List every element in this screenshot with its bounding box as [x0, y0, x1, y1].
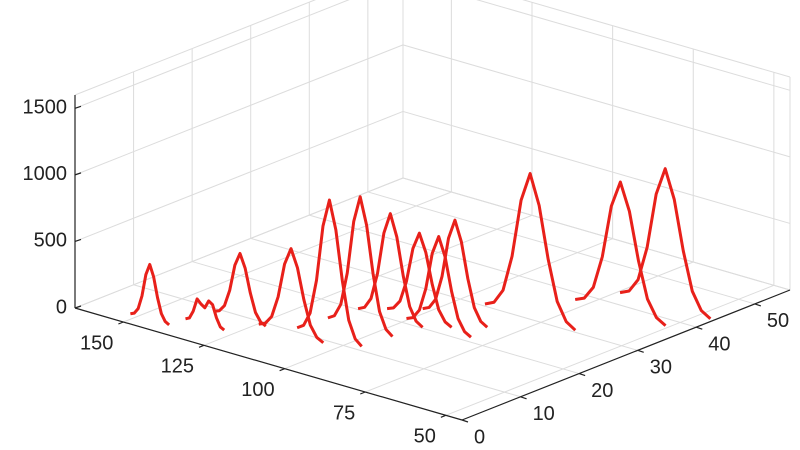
x-tick-label: 20 — [591, 380, 613, 402]
fit-trace — [386, 231, 453, 329]
fit-trace — [357, 212, 424, 329]
box-edge — [522, 0, 791, 78]
grid-line — [402, 44, 791, 158]
x-tick — [696, 326, 703, 330]
box-edge — [74, 0, 317, 96]
fit-trace — [619, 167, 712, 320]
grid-line — [192, 261, 580, 375]
x-tick-label: 10 — [533, 403, 555, 425]
x-tick — [578, 373, 586, 377]
x-tick-label: 50 — [767, 310, 789, 332]
grid-line — [402, 110, 791, 224]
y-tick-label: 100 — [241, 379, 274, 401]
fit-trace — [327, 195, 394, 338]
x-tick — [637, 349, 644, 353]
y-tick-label: 125 — [161, 356, 194, 378]
y-tick — [198, 344, 205, 348]
x-tick-label: 0 — [474, 426, 485, 448]
z-tick-label: 1500 — [23, 97, 68, 119]
raw-trace — [296, 199, 363, 347]
fit-trace — [422, 218, 489, 329]
grid-line — [284, 238, 613, 370]
grid-line — [309, 214, 697, 328]
grid-line — [476, 0, 791, 91]
x-tick — [461, 419, 469, 423]
x-tick-label: 40 — [708, 333, 730, 355]
y-tick — [360, 391, 366, 395]
y-axis — [74, 307, 463, 421]
grid-line — [74, 44, 404, 176]
fit-trace — [185, 297, 226, 332]
x-axis — [461, 289, 791, 421]
x-tick-label: 30 — [650, 357, 672, 379]
x-tick — [520, 396, 527, 400]
fit-trace — [296, 198, 363, 348]
z-tick-label: 500 — [34, 230, 67, 252]
grid-line — [250, 237, 638, 351]
fit-trace — [130, 262, 171, 327]
raw-trace — [619, 166, 711, 320]
raw-trace — [327, 196, 393, 337]
y-tick — [118, 321, 124, 325]
grid-line — [365, 261, 694, 393]
fit-trace — [214, 251, 267, 328]
grid-line — [74, 110, 404, 242]
y-tick — [279, 368, 285, 372]
grid-line — [402, 177, 791, 291]
grid-line — [445, 284, 775, 416]
fit-trace — [574, 180, 667, 327]
fit-trace — [258, 247, 325, 344]
z-tick — [74, 172, 82, 176]
z-tick — [74, 305, 82, 309]
grid-line — [133, 284, 521, 398]
z-tick — [74, 105, 82, 109]
grid-line — [74, 0, 350, 109]
grid-line — [74, 177, 404, 309]
y-tick — [440, 414, 447, 418]
x-tick — [754, 303, 762, 307]
grid-line — [203, 214, 533, 346]
raw-trace — [575, 180, 666, 327]
z-tick-label: 1000 — [23, 163, 68, 185]
raw-trace — [484, 171, 576, 331]
fit-trace — [484, 172, 577, 332]
z-tick-label: 0 — [56, 296, 67, 318]
z-tick — [74, 238, 82, 243]
y-tick-label: 50 — [414, 426, 436, 448]
y-tick-label: 75 — [333, 402, 355, 424]
fit-trace — [406, 235, 472, 339]
y-tick-label: 150 — [80, 332, 113, 354]
